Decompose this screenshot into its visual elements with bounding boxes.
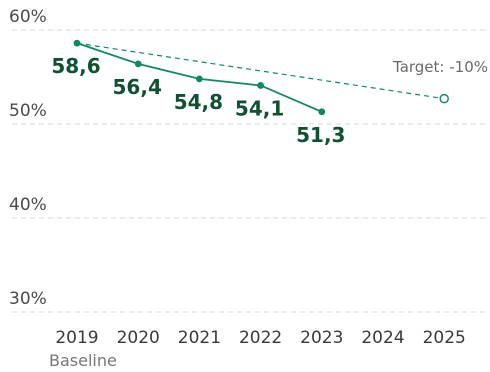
x-tick-label: 2022 [239, 328, 282, 348]
x-tick-label: 2024 [361, 328, 404, 348]
data-point-2020 [134, 60, 142, 68]
data-label-2021: 54,8 [174, 90, 223, 114]
target-line [76, 42, 445, 100]
y-axis-ticks: 60% 50% 40% 30% [9, 7, 47, 309]
y-tick-label: 30% [9, 289, 47, 309]
x-tick-label: 2021 [178, 328, 221, 348]
data-point-2023 [318, 108, 326, 116]
target-point [439, 93, 449, 104]
target-label: Target: -10% [392, 58, 488, 76]
data-label-2020: 56,4 [113, 75, 162, 99]
y-tick-label: 40% [9, 195, 47, 215]
x-sublabel-baseline: Baseline [49, 351, 117, 370]
data-label-2019: 58,6 [51, 54, 100, 78]
data-labels: 58,6 56,4 54,8 54,1 51,3 Target: -10% [51, 54, 488, 147]
x-tick-label: 2020 [117, 328, 160, 348]
y-tick-label: 60% [9, 7, 47, 27]
y-tick-label: 50% [9, 101, 47, 121]
data-label-2023: 51,3 [296, 123, 345, 147]
series [73, 39, 449, 116]
data-label-2022: 54,1 [235, 96, 284, 120]
data-point-2019 [73, 39, 81, 47]
grid-lines [12, 29, 488, 313]
x-tick-label: 2023 [300, 328, 343, 348]
data-point-2021 [196, 75, 203, 83]
x-tick-label: 2025 [423, 328, 466, 348]
x-tick-label: 2019 [55, 328, 98, 348]
data-point-2022 [257, 82, 264, 89]
